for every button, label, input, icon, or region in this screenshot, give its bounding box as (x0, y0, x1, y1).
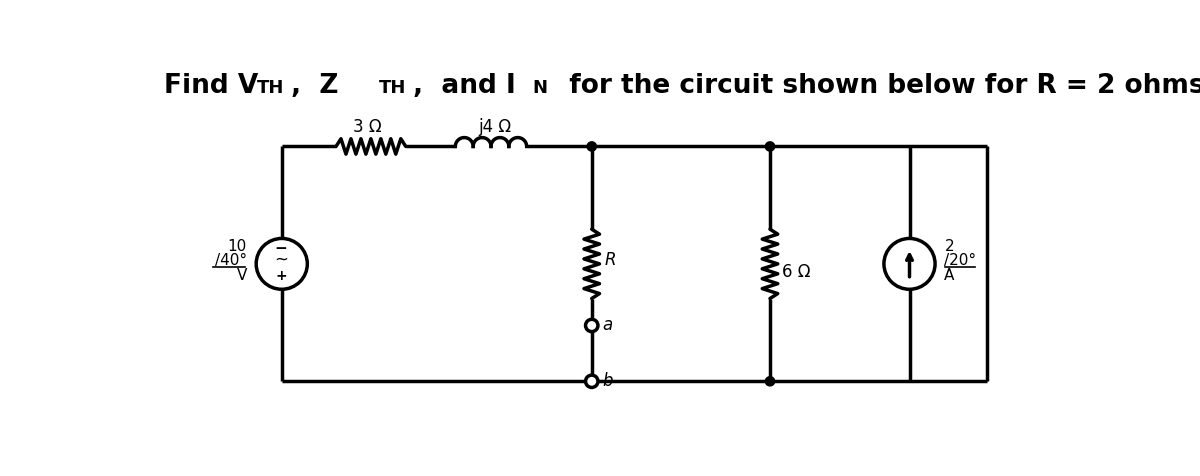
Text: a: a (602, 317, 613, 335)
Circle shape (587, 142, 596, 151)
Text: b: b (602, 372, 613, 390)
Text: −: − (275, 241, 287, 256)
Text: 3 Ω: 3 Ω (353, 118, 382, 136)
Text: A: A (944, 268, 955, 283)
Text: +: + (275, 269, 287, 283)
Text: ,  Z: , Z (292, 73, 338, 99)
Text: /40°: /40° (215, 252, 247, 268)
Text: for the circuit shown below for R = 2 ohms.: for the circuit shown below for R = 2 oh… (552, 73, 1200, 99)
Circle shape (766, 377, 775, 386)
Circle shape (766, 142, 775, 151)
Text: R: R (605, 251, 617, 269)
Text: TH: TH (257, 79, 284, 98)
Text: 10: 10 (228, 239, 247, 255)
Text: ~: ~ (275, 251, 289, 269)
Text: 2: 2 (944, 239, 954, 255)
Text: ,  and I: , and I (413, 73, 516, 99)
Text: TH: TH (379, 79, 406, 98)
Text: V: V (236, 268, 247, 283)
Text: 6 Ω: 6 Ω (782, 263, 811, 280)
Text: N: N (532, 79, 547, 98)
Text: j4 Ω: j4 Ω (479, 118, 511, 136)
Text: /20°: /20° (944, 252, 977, 268)
Text: Find V: Find V (164, 73, 258, 99)
